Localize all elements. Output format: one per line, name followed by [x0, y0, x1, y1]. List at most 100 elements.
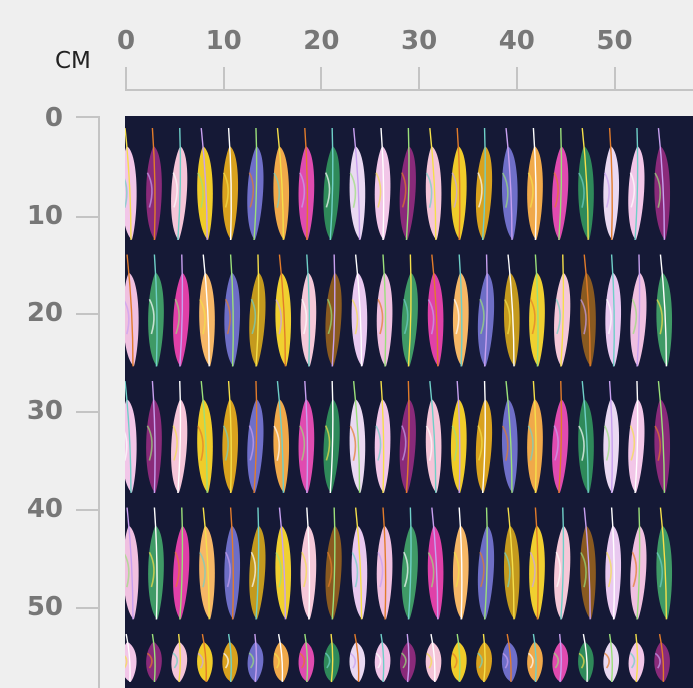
left-ruler-line: [98, 116, 100, 688]
feather: [323, 633, 340, 683]
left-ruler-tick: [76, 215, 99, 218]
feather: [452, 507, 469, 620]
feather: [603, 633, 620, 683]
feather: [224, 507, 241, 620]
ruler-unit-label: CM: [55, 48, 91, 74]
left-ruler-label: 10: [26, 200, 63, 231]
feather: [374, 380, 391, 494]
left-ruler-tick: [76, 411, 99, 414]
feather: [125, 507, 139, 620]
feather: [376, 507, 393, 620]
top-ruler-tick: [222, 67, 225, 90]
top-ruler-label: 30: [401, 26, 438, 56]
feather: [501, 633, 518, 682]
feather: [501, 127, 518, 240]
feather: [171, 127, 188, 241]
feather: [298, 380, 315, 494]
feather: [603, 380, 620, 494]
feather: [148, 254, 164, 367]
feather: [300, 254, 317, 367]
feather: [222, 127, 239, 241]
feather: [199, 507, 215, 620]
feather: [273, 380, 290, 493]
feather: [450, 380, 467, 494]
feather: [247, 633, 264, 683]
fabric-preview: [125, 116, 693, 688]
feather: [374, 127, 391, 241]
feather: [247, 127, 264, 241]
feather: [578, 380, 594, 493]
feather: [529, 254, 545, 367]
feather-pattern: [125, 116, 693, 688]
feather: [146, 633, 162, 683]
feather: [452, 254, 469, 367]
feather: [351, 254, 368, 367]
feather: [425, 127, 442, 240]
feather: [450, 633, 467, 683]
feather: [578, 127, 594, 240]
feather: [527, 380, 543, 494]
feather: [197, 633, 213, 682]
feather: [197, 380, 213, 493]
top-ruler-tick: [418, 67, 421, 90]
feather: [425, 380, 442, 493]
feather: [171, 380, 188, 494]
feather: [399, 380, 416, 494]
feather: [222, 633, 239, 683]
feather: [125, 380, 137, 493]
feather: [475, 380, 493, 494]
feather: [529, 507, 545, 620]
feather: [273, 633, 289, 682]
feather: [580, 254, 596, 367]
left-ruler-tick: [76, 508, 99, 511]
top-ruler-label: 10: [205, 26, 242, 56]
feather: [273, 127, 290, 240]
feather: [146, 380, 162, 494]
feather: [125, 254, 139, 367]
feather: [475, 127, 493, 241]
feather: [325, 254, 342, 367]
feather: [125, 127, 137, 240]
feather: [173, 254, 190, 367]
feather: [554, 507, 571, 620]
top-ruler-label: 50: [596, 26, 633, 56]
feather: [249, 254, 266, 367]
top-ruler-label: 0: [116, 26, 136, 56]
feather: [425, 633, 442, 682]
feather: [552, 633, 569, 683]
feather: [351, 507, 368, 620]
top-ruler-label: 40: [498, 26, 535, 56]
feather: [527, 633, 543, 683]
feather: [630, 254, 647, 367]
feather: [654, 380, 671, 493]
feather: [349, 380, 366, 493]
feather: [578, 633, 594, 682]
feather: [630, 507, 647, 620]
feather: [628, 380, 645, 494]
feather: [427, 507, 444, 620]
feather: [197, 127, 213, 240]
left-ruler-tick: [76, 313, 99, 316]
feather: [222, 380, 239, 494]
feather: [349, 633, 366, 682]
feather: [275, 507, 292, 620]
feather: [401, 254, 418, 367]
feather: [503, 254, 520, 367]
feather: [605, 507, 622, 620]
feather: [654, 633, 670, 682]
feather: [323, 127, 340, 241]
left-ruler-label: 40: [26, 493, 63, 524]
feather: [349, 127, 366, 240]
feather: [527, 127, 543, 241]
feather: [325, 507, 342, 620]
feather: [552, 380, 569, 494]
feather: [146, 127, 162, 241]
feather: [171, 633, 188, 683]
feather: [247, 380, 264, 494]
feather: [450, 127, 467, 241]
feather: [605, 254, 622, 367]
top-ruler-tick: [125, 67, 127, 90]
feather: [148, 507, 164, 620]
left-ruler-label: 0: [44, 103, 63, 133]
feather: [401, 507, 418, 620]
